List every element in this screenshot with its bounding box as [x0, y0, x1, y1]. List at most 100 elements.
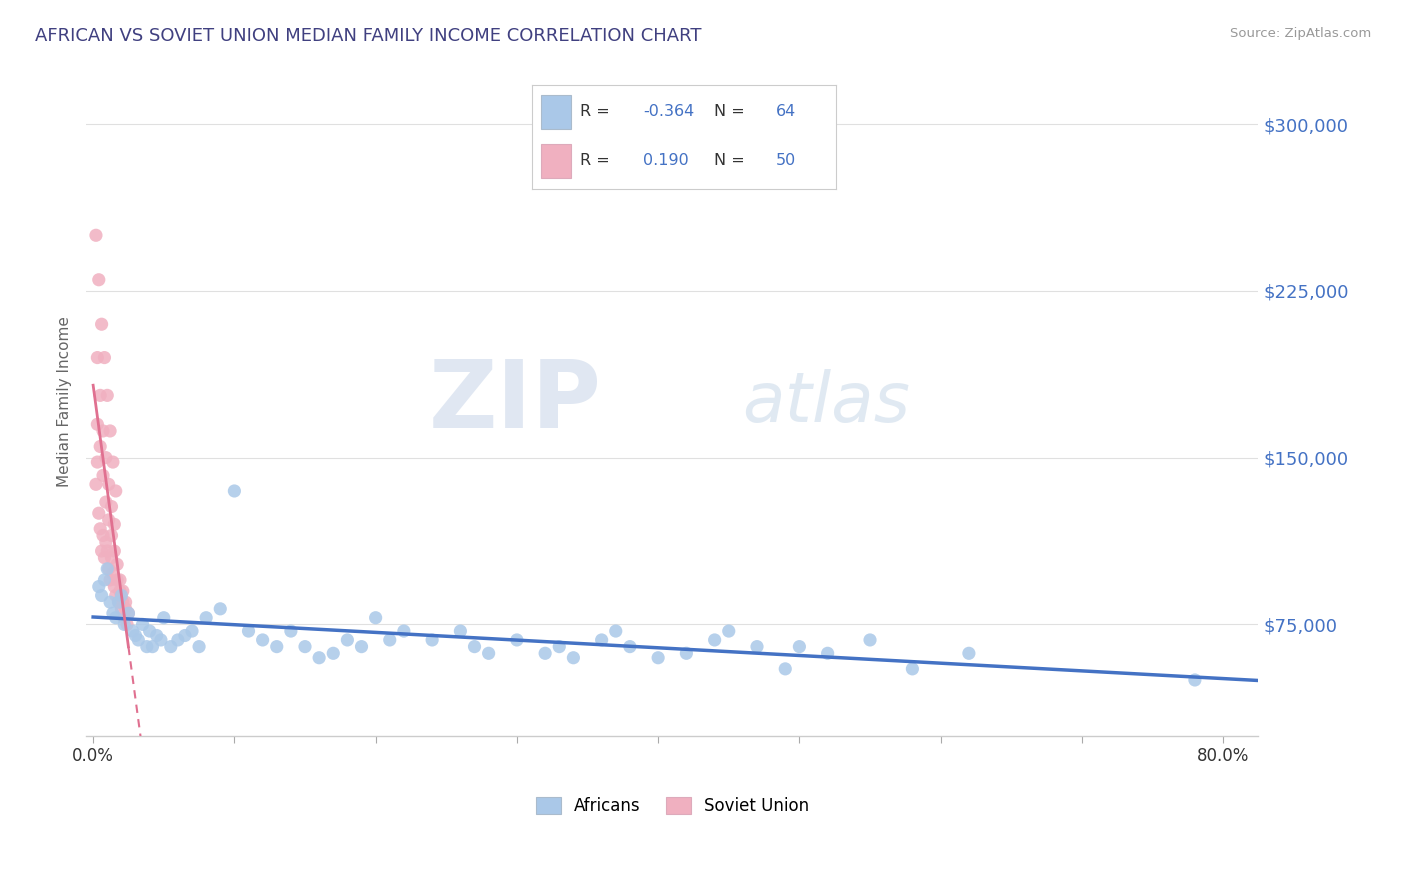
Point [84, 477, 107, 491]
Point [775, 662, 797, 676]
Point [141, 640, 163, 654]
Point [717, 624, 740, 638]
Point [252, 632, 274, 647]
Point [350, 640, 373, 654]
Text: AFRICAN VS SOVIET UNION MEDIAN FAMILY INCOME CORRELATION CHART: AFRICAN VS SOVIET UNION MEDIAN FAMILY IN… [35, 27, 702, 45]
Point [152, 611, 174, 625]
Point [121, 624, 143, 638]
Point [94, 535, 117, 549]
Point [97, 562, 120, 576]
Point [188, 640, 211, 654]
Point [98, 573, 121, 587]
Point [87, 273, 110, 287]
Point [112, 611, 135, 625]
Point [107, 595, 129, 609]
Point [364, 611, 387, 625]
Point [336, 632, 359, 647]
Text: ZIP: ZIP [429, 356, 602, 448]
Point [675, 646, 697, 660]
Point [449, 624, 471, 638]
Point [209, 602, 232, 616]
Point [420, 632, 443, 647]
Point [117, 607, 139, 621]
Point [506, 632, 529, 647]
Point [89, 440, 111, 454]
Point [101, 607, 124, 621]
Point [174, 628, 197, 642]
Point [280, 624, 302, 638]
Point [93, 351, 115, 365]
Point [108, 584, 131, 599]
Point [89, 522, 111, 536]
Point [322, 646, 344, 660]
Point [135, 640, 157, 654]
Point [104, 611, 127, 625]
Point [86, 455, 108, 469]
Point [110, 602, 132, 616]
Y-axis label: Median Family Income: Median Family Income [58, 317, 72, 488]
Point [101, 566, 124, 581]
Point [789, 640, 811, 654]
Point [87, 506, 110, 520]
Point [112, 617, 135, 632]
Point [101, 455, 124, 469]
Point [238, 624, 260, 638]
Point [114, 602, 136, 616]
Point [131, 617, 153, 632]
Point [534, 646, 557, 660]
Point [294, 640, 316, 654]
Point [817, 646, 839, 660]
Point [605, 624, 627, 638]
Point [103, 517, 125, 532]
Point [114, 595, 136, 609]
Text: atlas: atlas [742, 368, 911, 435]
Point [100, 528, 122, 542]
Point [84, 228, 107, 243]
Point [548, 640, 571, 654]
Point [591, 632, 613, 647]
Point [90, 544, 112, 558]
Point [145, 628, 167, 642]
Point [100, 500, 122, 514]
Point [478, 646, 501, 660]
Point [138, 624, 160, 638]
Point [745, 640, 768, 654]
Point [104, 483, 127, 498]
Point [94, 495, 117, 509]
Point [1184, 673, 1206, 687]
Point [105, 573, 128, 587]
Point [159, 640, 181, 654]
Point [110, 589, 132, 603]
Point [96, 388, 118, 402]
Point [647, 650, 669, 665]
Point [107, 595, 129, 609]
Point [308, 650, 330, 665]
Point [97, 477, 120, 491]
Point [859, 632, 882, 647]
Point [195, 611, 218, 625]
Point [103, 544, 125, 558]
Point [703, 632, 725, 647]
Point [89, 388, 111, 402]
Point [378, 632, 401, 647]
Point [103, 580, 125, 594]
Point [96, 544, 118, 558]
Point [91, 468, 114, 483]
Point [463, 640, 485, 654]
Text: Source: ZipAtlas.com: Source: ZipAtlas.com [1230, 27, 1371, 40]
Point [117, 607, 139, 621]
Point [97, 513, 120, 527]
Point [87, 580, 110, 594]
Point [111, 584, 134, 599]
Point [266, 640, 288, 654]
Point [96, 562, 118, 576]
Point [100, 550, 122, 565]
Legend: Africans, Soviet Union: Africans, Soviet Union [529, 790, 815, 822]
Point [93, 550, 115, 565]
Point [98, 424, 121, 438]
Point [115, 617, 138, 632]
Point [619, 640, 641, 654]
Point [149, 632, 172, 647]
Point [86, 417, 108, 432]
Point [181, 624, 204, 638]
